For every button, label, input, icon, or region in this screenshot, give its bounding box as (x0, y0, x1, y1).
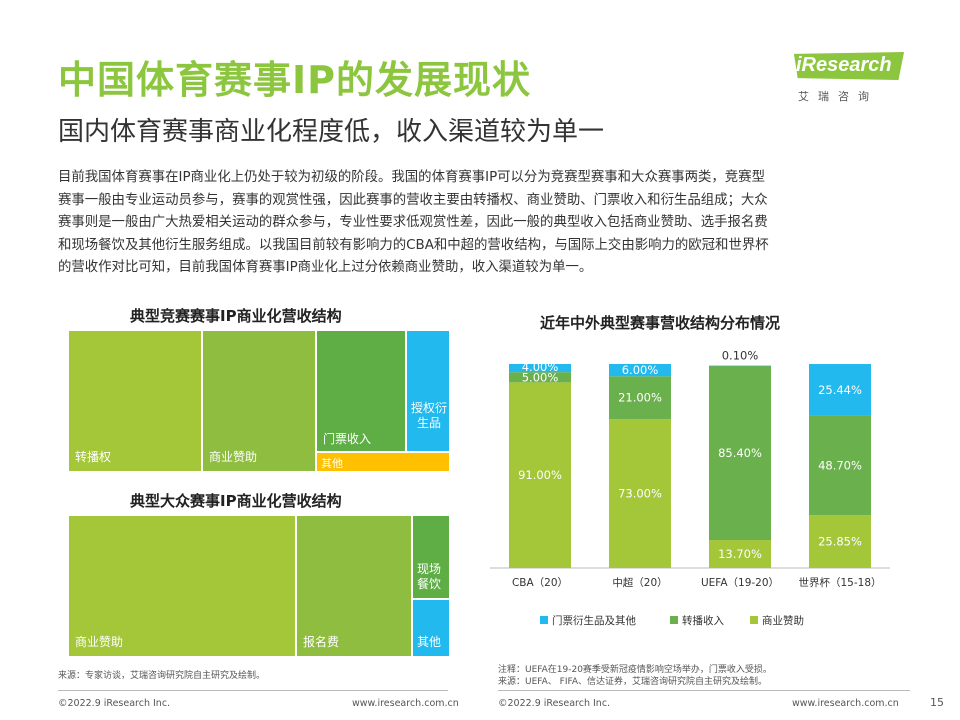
x-tick-label: UEFA（19-20） (701, 577, 779, 589)
footer-divider-right (498, 690, 910, 691)
footer-url-right[interactable]: www.iresearch.com.cn (792, 698, 899, 709)
legend-label: 门票衍生品及其他 (552, 614, 636, 627)
treemap-cell-label: 其他 (417, 635, 442, 649)
treemap-cell-label: 报名费 (303, 635, 340, 649)
footer-divider-left (58, 690, 448, 691)
treemap-cell-catering: 现场餐饮 (412, 515, 450, 599)
legend-swatch (750, 616, 758, 624)
bar-data-label: 73.00% (618, 487, 662, 501)
treemap-cell-sponsorship: 商业赞助 (202, 330, 316, 472)
right-note: 注释：UEFA在19-20赛季受新冠疫情影响空场举办，门票收入受损。 (498, 665, 772, 675)
page-title: 中国体育赛事IP的发展现状 (58, 58, 531, 102)
treemap-competitive: 转播权 商业赞助 门票收入 授权衍生品 其他 (68, 330, 450, 472)
treemap-cell-tickets: 门票收入 (316, 330, 406, 452)
logo-brand-text: iResearch (796, 54, 892, 76)
bar-segment (709, 365, 771, 367)
treemap1-title: 典型竞赛赛事IP商业化营收结构 (130, 307, 342, 325)
treemap-cell-label: 其他 (321, 457, 343, 470)
treemap-cell-label: 授权衍生品 (410, 401, 447, 430)
bar-segment (709, 540, 771, 568)
bar-segment (809, 515, 871, 568)
bar-data-label: 4.00% (522, 360, 559, 374)
legend-label: 转播收入 (682, 614, 724, 627)
paragraph-line: 赛事一般由专业运动员参与，赛事的观赏性强，因此赛事的营收主要由转播权、商业赞助、… (58, 192, 768, 208)
bar-data-label: 25.85% (818, 535, 862, 549)
stacked-bar-chart: 91.00% 5.00%4.00% CBA（20） 73.00% 21.00% 6.00%… (490, 349, 890, 627)
bar-segment (709, 365, 771, 541)
page-number: 15 (930, 696, 944, 709)
bar-segment (809, 364, 871, 416)
left-source-note: 来源：专家访谈，艾瑞咨询研究院自主研究及绘制。 (58, 671, 266, 681)
treemap-cell-registration: 报名费 (296, 515, 412, 657)
bar-data-label: 0.10% (722, 349, 759, 363)
logo-sub-text: 艾瑞咨询 (798, 90, 878, 103)
paragraph-line: 和现场餐饮及其他衍生服务组成。以我国目前较有影响力的CBA和中超的营收结构，与国… (58, 237, 769, 253)
treemap-cell-sponsorship: 商业赞助 (68, 515, 296, 657)
footer-url-left[interactable]: www.iresearch.com.cn (352, 698, 459, 709)
treemap-mass: 商业赞助 报名费 现场餐饮 其他 (68, 515, 450, 657)
x-tick-label: CBA（20） (512, 577, 568, 589)
intro-paragraph: 目前我国体育赛事在IP商业化上仍处于较为初级的阶段。我国的体育赛事IP可以分为竞… (58, 167, 910, 280)
bar-data-label: 13.70% (718, 547, 762, 561)
treemap-cell-label: 门票收入 (323, 432, 372, 446)
page-subtitle: 国内体育赛事商业化程度低，收入渠道较为单一 (58, 117, 605, 147)
bar-segment (609, 364, 671, 377)
bar-segment (509, 372, 571, 383)
bar-segment (509, 382, 571, 568)
logo-badge-shape (793, 52, 905, 80)
bar-data-label: 5.00% (522, 370, 559, 384)
footer-copyright-right: ©2022.9 iResearch Inc. (498, 698, 611, 709)
x-tick-label: 中超（20） (612, 576, 667, 589)
bar-segment (609, 376, 671, 420)
paragraph-line: 的营收作对比可知，目前我国体育赛事IP商业化上过分依赖商业赞助，收入渠道较为单一… (58, 260, 593, 275)
bar-segment (609, 419, 671, 568)
treemap-cell-other: 其他 (316, 452, 450, 472)
treemap-cell-label: 商业赞助 (209, 450, 258, 464)
bar-data-label: 91.00% (518, 468, 562, 482)
x-tick-label: 世界杯（15-18） (798, 576, 881, 589)
legend-swatch (540, 616, 548, 624)
legend-swatch (670, 616, 678, 624)
bar-segment (509, 364, 571, 373)
bar-data-label: 85.40% (718, 446, 762, 460)
right-source-note: 来源：UEFA、 FIFA、信达证券，艾瑞咨询研究院自主研究及绘制。 (498, 677, 767, 687)
treemap-cell-label: 现场餐饮 (417, 562, 442, 591)
iresearch-logo: iResearch 艾瑞咨询 (790, 50, 910, 110)
footer-copyright-left: ©2022.9 iResearch Inc. (58, 698, 171, 709)
bar-data-label: 48.70% (818, 459, 862, 473)
treemap-cell-licensing: 授权衍生品 (406, 330, 450, 452)
treemap-cell-other: 其他 (412, 599, 450, 657)
bar-data-label: 25.44% (818, 383, 862, 397)
treemap-cell-broadcast: 转播权 (68, 330, 202, 472)
chart-title: 近年中外典型赛事营收结构分布情况 (540, 314, 781, 332)
treemap-cell-label: 转播权 (75, 450, 112, 464)
paragraph-line: 目前我国体育赛事在IP商业化上仍处于较为初级的阶段。我国的体育赛事IP可以分为竞… (58, 170, 765, 185)
legend-label: 商业赞助 (762, 614, 804, 627)
treemap-cell-label: 商业赞助 (75, 635, 124, 649)
bar-segment (809, 415, 871, 516)
bar-data-label: 6.00% (622, 363, 659, 377)
treemap2-title: 典型大众赛事IP商业化营收结构 (130, 492, 342, 510)
paragraph-line: 赛事则是一般由广大热爱相关运动的群众参与，专业性要求低观赏性差，因此一般的典型收… (58, 215, 768, 230)
bar-data-label: 21.00% (618, 391, 662, 405)
